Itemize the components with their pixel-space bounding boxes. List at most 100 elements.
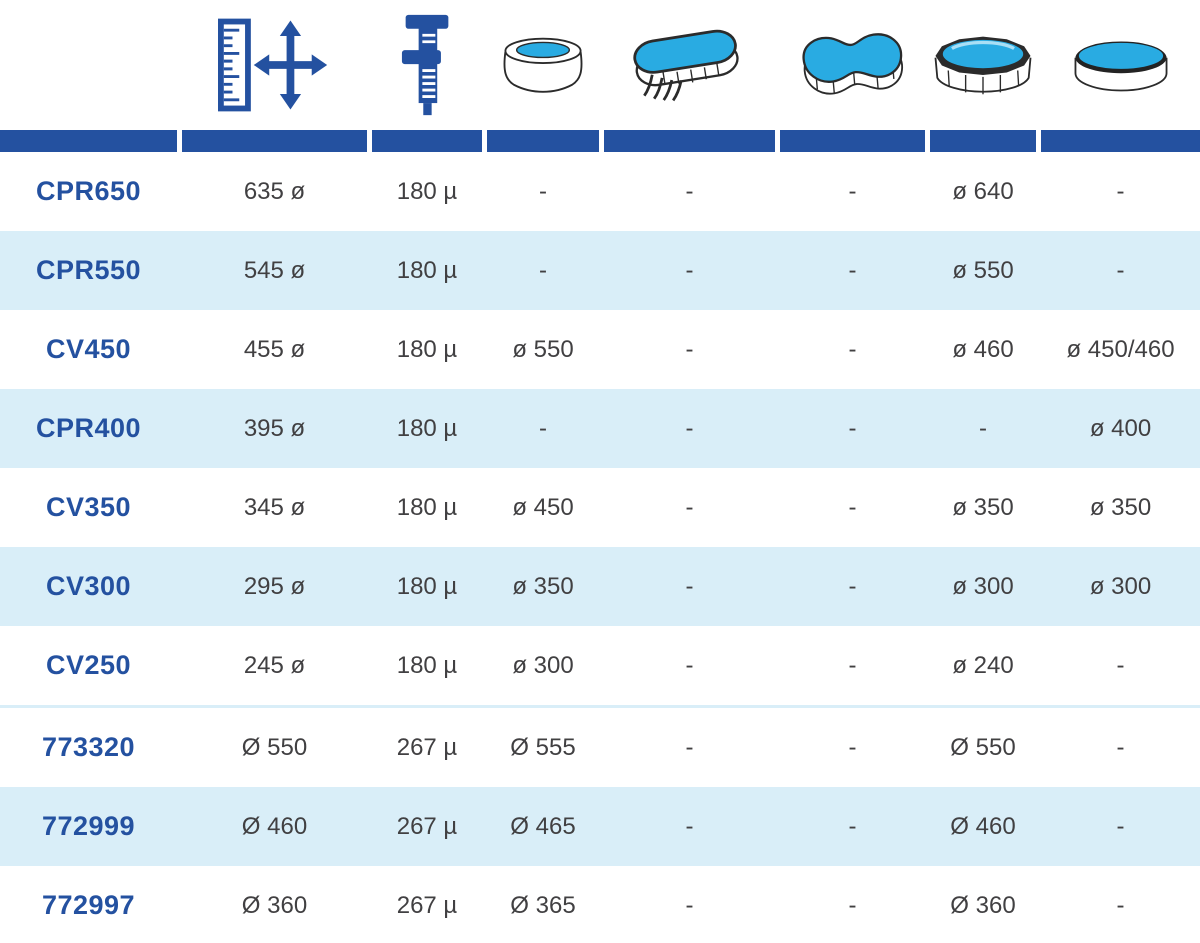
value-cell: 180 µ [396,177,458,205]
pool-oval-icon [632,29,739,102]
header-bar-segment [0,130,177,152]
value-cell: - [848,572,857,600]
value-cell: - [685,177,694,205]
value-cell: Ø 465 [510,812,576,840]
table-body: CPR650 635 ø 180 µ - - - ø 640 - CPR550 … [0,152,1200,943]
caliper-icon [401,14,449,116]
value-cell: 455 ø [243,335,306,363]
value-cell: 267 µ [396,891,458,919]
table-row: CV250 245 ø 180 µ ø 300 - - ø 240 - [0,626,1200,705]
pool-round-frame-icon [934,36,1032,95]
value-cell: - [685,414,694,442]
value-cell: 180 µ [396,414,458,442]
value-cell: ø 450/460 [1066,335,1175,363]
table-row: CPR650 635 ø 180 µ - - - ø 640 - [0,152,1200,231]
icon-header-row [0,0,1200,130]
thickness-column-header [372,0,482,130]
value-cell: - [685,335,694,363]
pool-round-icon [1074,41,1167,92]
value-cell: - [848,733,857,761]
value-cell: 180 µ [396,651,458,679]
value-cell: - [685,812,694,840]
model-cell: CV300 [45,571,132,601]
value-cell: Ø 550 [950,733,1016,761]
table-row: CV300 295 ø 180 µ ø 350 - - ø 300 ø 300 [0,547,1200,626]
value-cell: ø 350 [952,493,1014,521]
value-cell: Ø 360 [241,891,308,919]
value-cell: Ø 460 [950,812,1016,840]
value-cell: 180 µ [396,256,458,284]
model-cell: 772997 [41,890,136,920]
value-cell: ø 550 [952,256,1014,284]
table-row: CV450 455 ø 180 µ ø 550 - - ø 460 ø 450/… [0,310,1200,389]
model-cell: CV450 [45,334,132,364]
model-cell: CPR550 [35,255,142,285]
dimensions-column-header [182,0,367,130]
value-cell: 180 µ [396,335,458,363]
value-cell: - [1116,733,1125,761]
model-cell: 772999 [41,811,136,841]
inflatable-pool-column-header [487,0,599,130]
header-bar-segment [930,130,1036,152]
group-divider [0,705,1200,708]
value-cell: Ø 460 [241,812,308,840]
value-cell: ø 300 [952,572,1014,600]
value-cell: - [1116,812,1125,840]
header-bar-segment [1041,130,1200,152]
value-cell: - [685,572,694,600]
value-cell: - [685,256,694,284]
value-cell: 545 ø [243,256,306,284]
value-cell: - [848,256,857,284]
value-cell: 395 ø [243,414,306,442]
value-cell: - [539,177,547,205]
value-cell: Ø 360 [950,891,1016,919]
value-cell: - [848,891,857,919]
value-cell: 345 ø [243,493,306,521]
value-cell: 267 µ [396,812,458,840]
value-cell: - [685,733,694,761]
value-cell: 635 ø [243,177,306,205]
value-cell: - [848,414,857,442]
value-cell: ø 450 [512,493,574,521]
header-bar-segment [372,130,482,152]
value-cell: ø 240 [952,651,1014,679]
value-cell: - [848,812,857,840]
header-bar-segment [780,130,925,152]
round-frame-pool-column-header [930,0,1036,130]
value-cell: ø 300 [1089,572,1152,600]
value-cell: ø 350 [1089,493,1152,521]
value-cell: - [848,335,857,363]
value-cell: 180 µ [396,572,458,600]
model-cell: CPR650 [35,176,142,206]
header-bar [0,130,1200,152]
value-cell: 295 ø [243,572,306,600]
value-cell: - [848,493,857,521]
table-row: CV350 345 ø 180 µ ø 450 - - ø 350 ø 350 [0,468,1200,547]
value-cell: - [1116,891,1125,919]
value-cell: - [539,256,547,284]
value-cell: - [848,651,857,679]
value-cell: ø 640 [952,177,1014,205]
value-cell: ø 460 [952,335,1014,363]
value-cell: Ø 365 [510,891,576,919]
value-cell: ø 350 [512,572,574,600]
value-cell: - [685,493,694,521]
table-row: 772999 Ø 460 267 µ Ø 465 - - Ø 460 - [0,787,1200,866]
figure8-pool-column-header [780,0,925,130]
model-cell: CV250 [45,650,132,680]
value-cell: 180 µ [396,493,458,521]
table-row: CPR550 545 ø 180 µ - - - ø 550 - [0,231,1200,310]
model-cell: CV350 [45,492,132,522]
value-cell: ø 300 [512,651,574,679]
value-cell: Ø 550 [241,733,308,761]
value-cell: 245 ø [243,651,306,679]
table-row: CPR400 395 ø 180 µ - - - - ø 400 [0,389,1200,468]
table-row: 773320 Ø 550 267 µ Ø 555 - - Ø 550 - [0,708,1200,787]
round-pool-column-header [1041,0,1200,130]
model-cell: CPR400 [35,413,142,443]
value-cell: - [539,414,547,442]
value-cell: - [979,414,987,442]
value-cell: - [685,891,694,919]
value-cell: - [1116,651,1125,679]
empty-header-cell [0,0,177,130]
